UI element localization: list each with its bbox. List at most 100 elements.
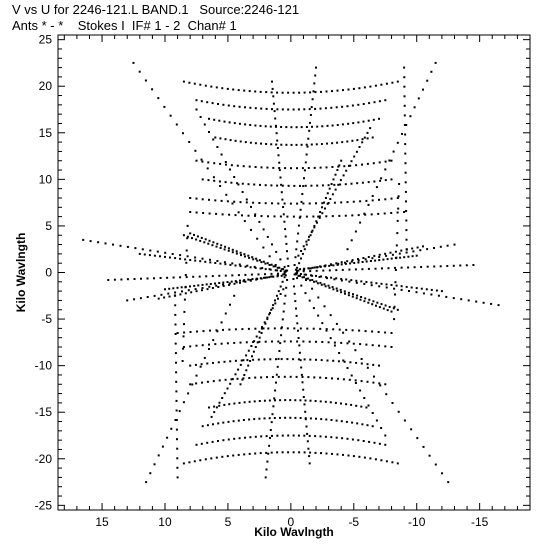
uv-point bbox=[385, 283, 388, 286]
uv-point bbox=[329, 198, 332, 200]
uv-point bbox=[195, 238, 198, 241]
uv-point bbox=[330, 183, 333, 185]
uv-point bbox=[311, 266, 314, 269]
uv-point bbox=[368, 102, 371, 105]
uv-point bbox=[338, 328, 341, 331]
uv-point bbox=[336, 124, 339, 126]
uv-point bbox=[201, 283, 204, 286]
uv-point bbox=[250, 205, 252, 208]
uv-point bbox=[350, 239, 353, 242]
uv-point bbox=[391, 461, 394, 464]
uv-point bbox=[218, 274, 221, 277]
uv-point bbox=[371, 425, 374, 428]
uv-point bbox=[209, 261, 212, 264]
uv-point bbox=[303, 248, 306, 251]
uv-point bbox=[349, 262, 352, 265]
uv-point bbox=[182, 234, 185, 237]
uv-point bbox=[298, 91, 301, 94]
uv-point bbox=[367, 404, 370, 407]
uv-point bbox=[373, 180, 376, 183]
uv-point bbox=[201, 178, 204, 181]
uv-point bbox=[347, 291, 350, 294]
uv-point bbox=[176, 447, 179, 450]
uv-point bbox=[304, 417, 307, 420]
uv-point bbox=[371, 303, 374, 306]
uv-point bbox=[234, 280, 237, 283]
uv-point bbox=[340, 263, 343, 266]
uv-point bbox=[482, 301, 485, 304]
uv-point bbox=[260, 376, 263, 379]
uv-point bbox=[264, 184, 267, 187]
uv-point bbox=[365, 343, 368, 346]
uv-point bbox=[311, 279, 314, 281]
uv-point bbox=[313, 224, 316, 227]
uv-point bbox=[307, 447, 310, 450]
uv-point bbox=[356, 139, 359, 142]
uv-point bbox=[195, 290, 198, 293]
uv-point bbox=[219, 262, 222, 265]
uv-point bbox=[372, 118, 375, 121]
uv-point bbox=[298, 216, 301, 219]
uv-point bbox=[298, 351, 301, 354]
uv-point bbox=[397, 410, 400, 413]
uv-point bbox=[400, 285, 403, 288]
uv-point bbox=[395, 256, 398, 259]
uv-point bbox=[292, 215, 295, 218]
uv-point bbox=[119, 244, 122, 247]
uv-point bbox=[189, 232, 192, 235]
uv-point bbox=[260, 215, 263, 218]
uv-point bbox=[174, 419, 177, 421]
uv-point bbox=[187, 392, 190, 395]
uv-point bbox=[209, 258, 211, 261]
uv-point bbox=[319, 400, 322, 403]
uv-point bbox=[309, 267, 312, 270]
uv-point bbox=[201, 287, 204, 289]
uv-point bbox=[342, 89, 344, 92]
uv-point bbox=[231, 202, 234, 205]
uv-point bbox=[294, 300, 297, 303]
uv-point bbox=[280, 358, 283, 361]
uv-point bbox=[439, 245, 442, 248]
chart-subtitle: Ants * - * Stokes I IF# 1 - 2 Chan# 1 bbox=[12, 18, 237, 33]
uv-point bbox=[221, 87, 224, 90]
uv-point bbox=[215, 212, 218, 215]
uv-point bbox=[254, 452, 257, 455]
uv-point bbox=[290, 126, 293, 129]
uv-point bbox=[184, 258, 187, 261]
uv-point bbox=[303, 358, 306, 361]
uv-point bbox=[275, 294, 278, 297]
uv-point bbox=[206, 424, 209, 427]
y-tick-label: -15 bbox=[35, 405, 53, 419]
uv-point bbox=[297, 254, 300, 257]
uv-point bbox=[334, 401, 337, 404]
uv-point bbox=[274, 302, 277, 305]
uv-point bbox=[227, 247, 230, 250]
uv-point bbox=[400, 249, 403, 252]
uv-point bbox=[328, 264, 331, 267]
uv-point bbox=[169, 256, 171, 259]
uv-point bbox=[201, 198, 204, 201]
uv-point bbox=[310, 106, 313, 109]
uv-point bbox=[263, 358, 266, 361]
uv-point bbox=[258, 400, 261, 402]
uv-point bbox=[271, 202, 273, 205]
uv-point bbox=[280, 334, 283, 337]
uv-point bbox=[360, 380, 363, 383]
uv-point bbox=[179, 254, 182, 257]
uv-point bbox=[174, 304, 177, 307]
uv-point bbox=[286, 257, 289, 260]
uv-point bbox=[380, 177, 383, 180]
uv-point bbox=[223, 392, 226, 395]
uv-point bbox=[283, 302, 286, 305]
uv-point bbox=[276, 434, 279, 437]
uv-point bbox=[220, 342, 223, 345]
uv-point bbox=[372, 363, 375, 366]
uv-point bbox=[281, 434, 284, 437]
uv-point bbox=[271, 243, 273, 246]
uv-point bbox=[195, 344, 198, 347]
uv-point bbox=[236, 164, 239, 167]
uv-point bbox=[352, 200, 355, 203]
uv-point bbox=[422, 292, 425, 295]
uv-point bbox=[227, 438, 230, 441]
uv-point bbox=[324, 435, 327, 438]
